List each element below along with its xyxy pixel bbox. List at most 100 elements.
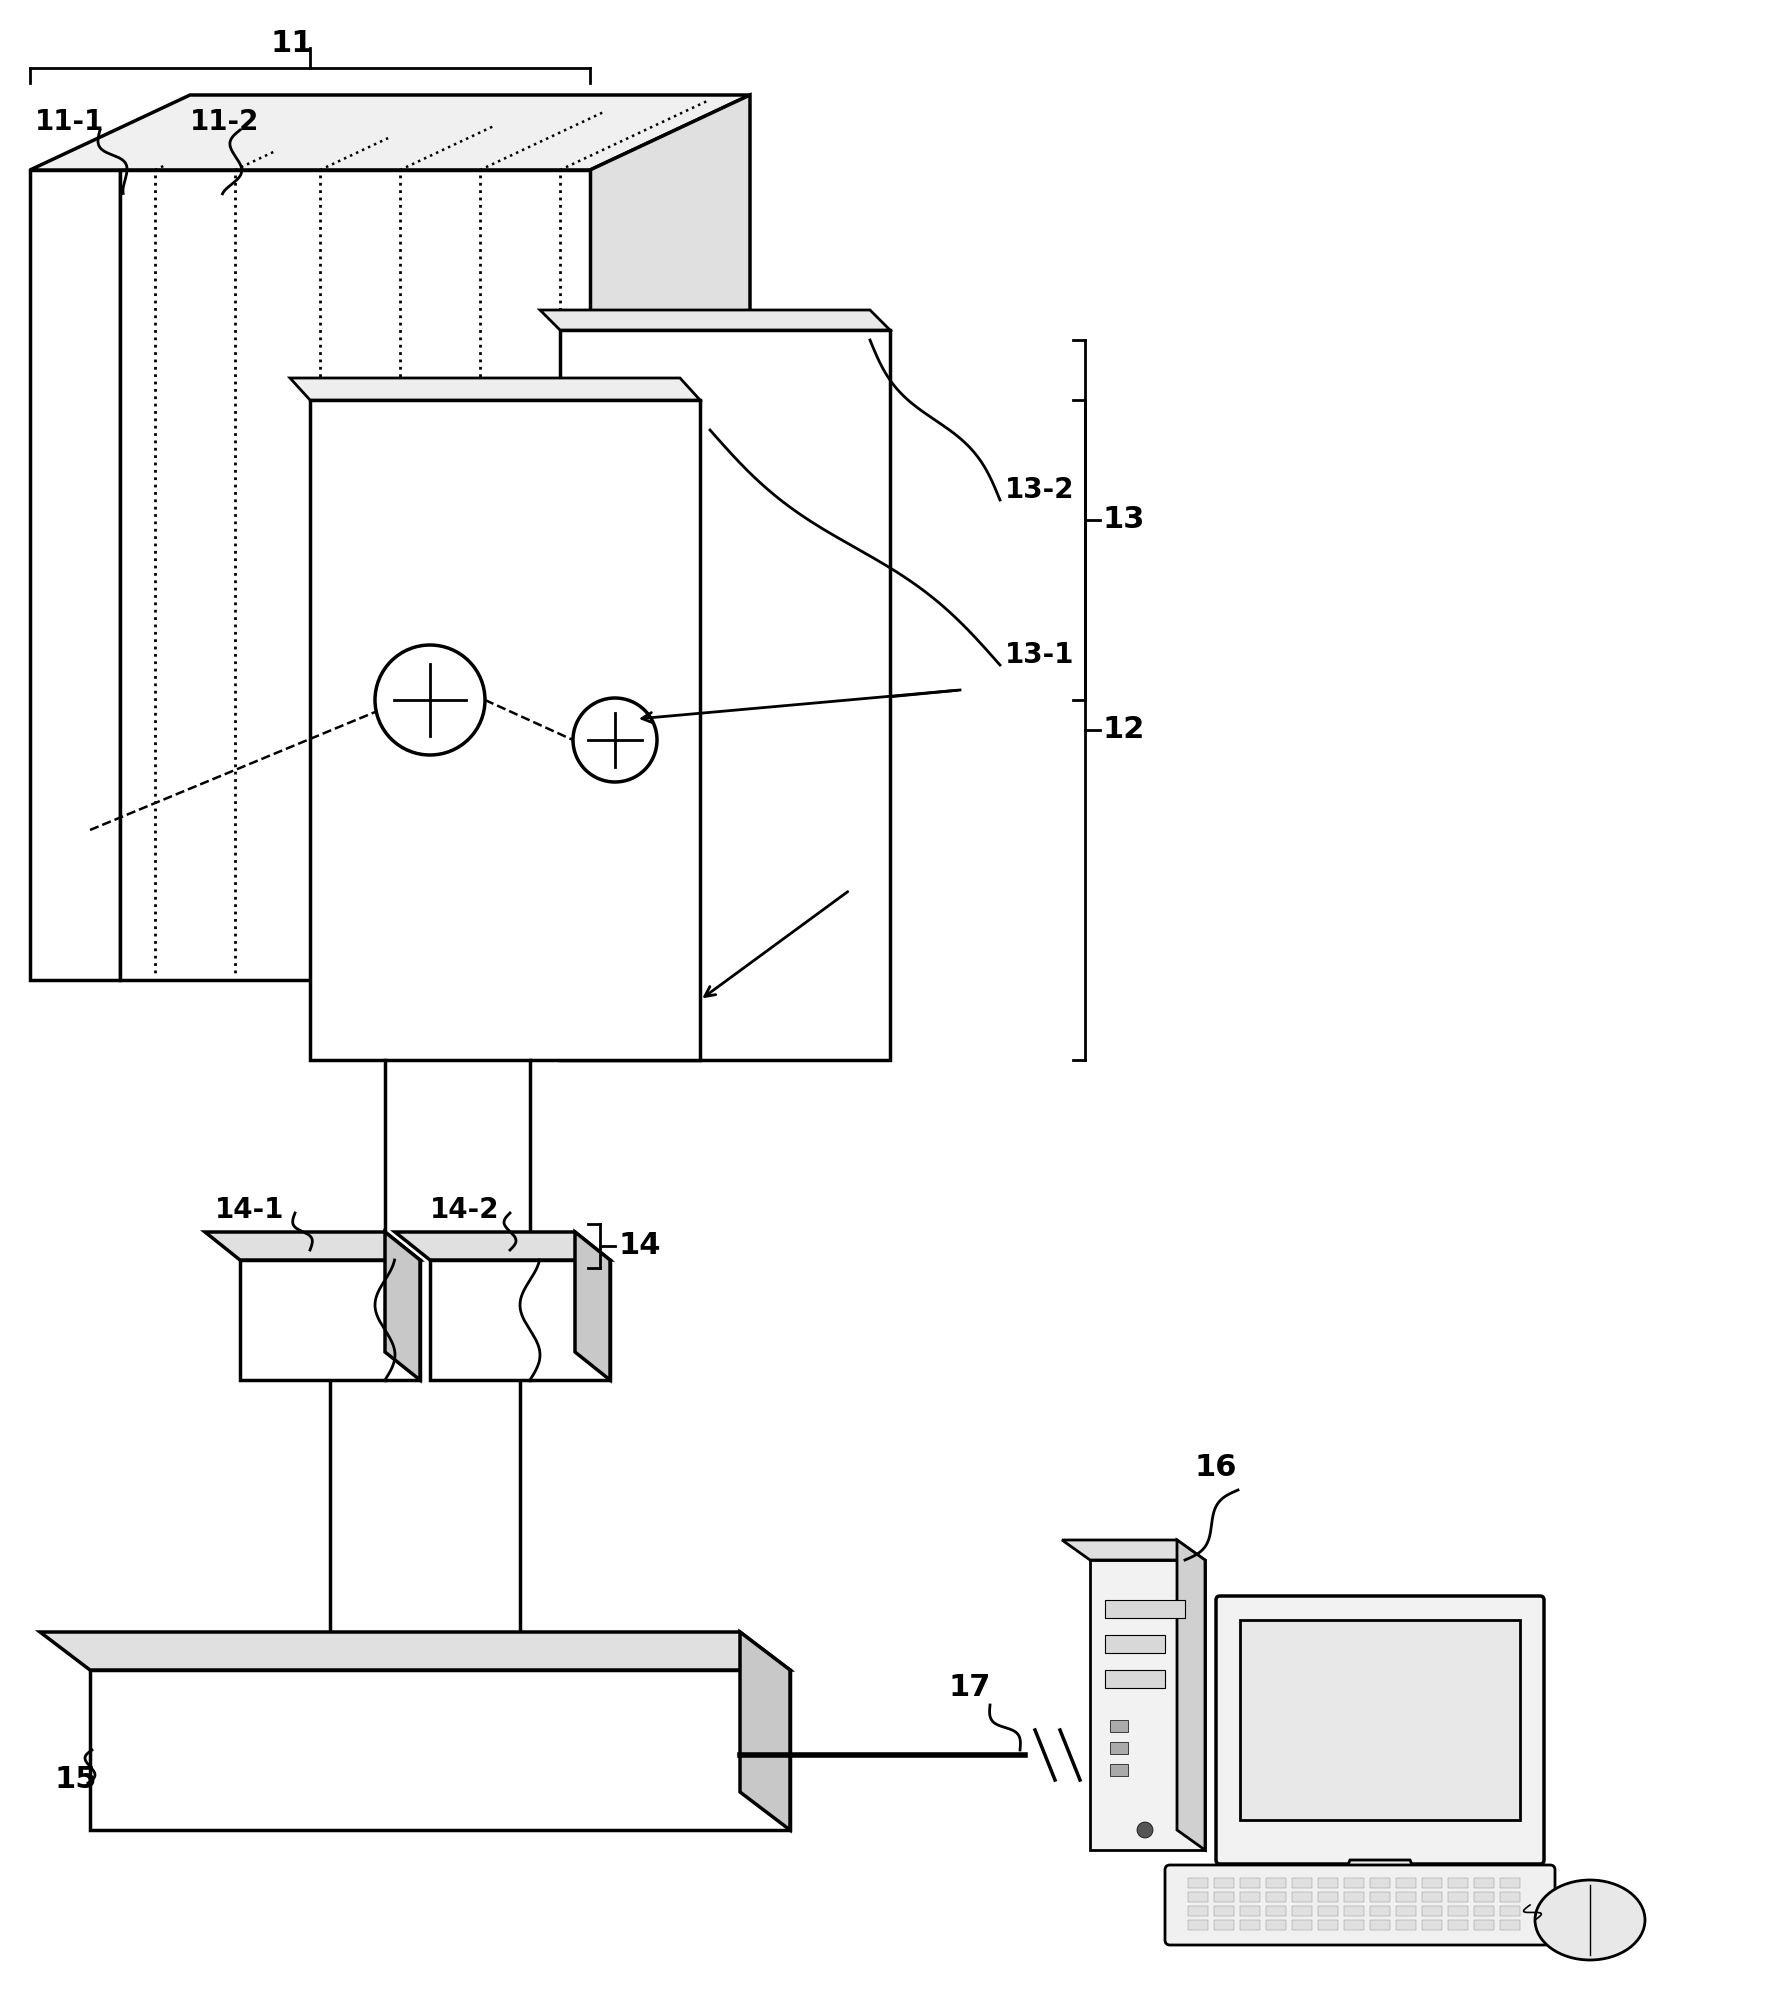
Bar [1397,1906,1416,1916]
Polygon shape [1061,1540,1204,1560]
Text: 17: 17 [947,1674,990,1702]
Text: 13: 13 [1103,506,1145,534]
Bar [1240,1920,1260,1930]
Bar [1449,1892,1468,1902]
Bar [1474,1906,1493,1916]
Polygon shape [385,1232,419,1380]
Bar [1318,1906,1338,1916]
Bar [1370,1892,1390,1902]
Polygon shape [740,1632,790,1830]
Polygon shape [591,94,749,980]
Polygon shape [120,170,591,980]
Bar [1188,1892,1208,1902]
Polygon shape [394,1232,610,1260]
Polygon shape [205,1232,419,1260]
Bar [1397,1878,1416,1888]
Bar [1267,1878,1286,1888]
Bar [1370,1920,1390,1930]
Bar [1267,1920,1286,1930]
Bar [1110,1720,1127,1732]
Bar [1104,1670,1165,1688]
Bar [1267,1892,1286,1902]
Bar [1213,1906,1235,1916]
Polygon shape [430,1260,610,1380]
Bar [1422,1920,1441,1930]
Circle shape [573,698,657,782]
Polygon shape [1177,1540,1204,1850]
Bar [1474,1920,1493,1930]
Polygon shape [39,1632,790,1670]
Bar [1449,1906,1468,1916]
Bar [1397,1920,1416,1930]
Bar [1422,1906,1441,1916]
Ellipse shape [1279,1892,1481,1928]
Bar [1188,1878,1208,1888]
Bar [1110,1742,1127,1754]
Bar [1370,1906,1390,1916]
Bar [1422,1878,1441,1888]
Bar [1240,1906,1260,1916]
Bar [1110,1764,1127,1776]
Polygon shape [291,378,699,400]
Bar [1104,1600,1185,1618]
Polygon shape [1090,1560,1204,1850]
Bar [1449,1878,1468,1888]
Bar [1500,1920,1520,1930]
Polygon shape [241,1260,419,1380]
Bar [1397,1892,1416,1902]
Bar [1422,1892,1441,1902]
Bar [1267,1906,1286,1916]
Bar [1104,1636,1165,1652]
FancyBboxPatch shape [1217,1596,1543,1864]
Text: 13-1: 13-1 [1004,640,1074,668]
Bar [1213,1878,1235,1888]
Text: 16: 16 [1195,1454,1238,1482]
Text: 11-1: 11-1 [36,108,103,136]
Polygon shape [560,330,890,1060]
Bar [1474,1878,1493,1888]
Text: 14-2: 14-2 [430,1196,500,1224]
Polygon shape [310,400,699,1060]
Text: 13-2: 13-2 [1004,476,1074,504]
Bar [1188,1906,1208,1916]
Bar [1240,1892,1260,1902]
Text: 15: 15 [55,1766,98,1794]
Bar [1292,1878,1311,1888]
Bar [1318,1878,1338,1888]
Bar [1213,1920,1235,1930]
Bar [1240,1878,1260,1888]
Text: 14: 14 [617,1232,660,1260]
Bar [1213,1892,1235,1902]
Polygon shape [1331,1860,1431,1910]
Polygon shape [541,310,890,330]
Ellipse shape [1534,1880,1645,1960]
Bar [1474,1892,1493,1902]
Bar [1449,1920,1468,1930]
Bar [1292,1892,1311,1902]
Polygon shape [30,170,120,980]
Bar [1292,1906,1311,1916]
Bar [1188,1920,1208,1930]
Polygon shape [574,1232,610,1380]
Text: 11: 11 [271,28,314,58]
Text: 12: 12 [1103,716,1145,744]
Bar [1343,1892,1365,1902]
Bar [1240,1620,1520,1820]
Polygon shape [89,1670,790,1830]
Bar [1370,1878,1390,1888]
FancyBboxPatch shape [1165,1864,1556,1944]
Bar [1500,1892,1520,1902]
Circle shape [1136,1822,1152,1838]
Polygon shape [30,94,749,170]
Bar [1343,1878,1365,1888]
Circle shape [375,644,485,754]
Text: 11-2: 11-2 [191,108,259,136]
Bar [1500,1906,1520,1916]
Bar [1318,1892,1338,1902]
Bar [1500,1878,1520,1888]
Text: 14-1: 14-1 [216,1196,284,1224]
Bar [1318,1920,1338,1930]
Bar [1343,1906,1365,1916]
Bar [1292,1920,1311,1930]
Bar [1343,1920,1365,1930]
